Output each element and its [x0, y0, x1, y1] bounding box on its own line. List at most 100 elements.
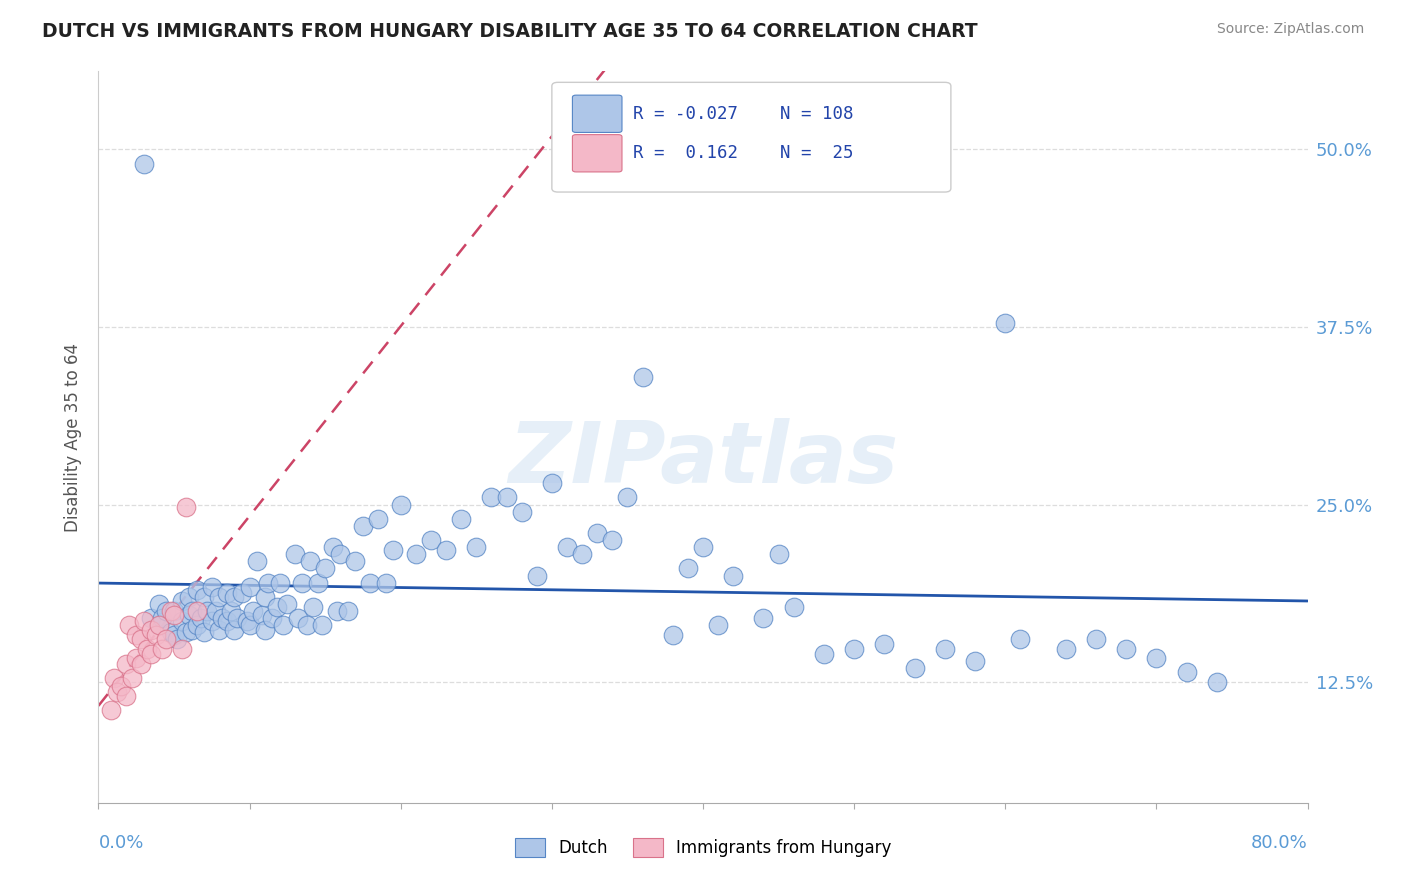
Point: [934, 642, 956, 657]
Point: [215, 614, 238, 628]
Point: [208, 623, 231, 637]
Point: [844, 642, 866, 657]
Point: [723, 568, 745, 582]
Point: [314, 561, 336, 575]
Point: [163, 604, 186, 618]
Point: [994, 316, 1017, 330]
Point: [201, 580, 224, 594]
Point: [186, 618, 208, 632]
Point: [125, 628, 148, 642]
Point: [211, 611, 233, 625]
FancyBboxPatch shape: [551, 82, 950, 192]
FancyBboxPatch shape: [572, 95, 621, 132]
Point: [1144, 651, 1167, 665]
Point: [160, 604, 183, 618]
Point: [336, 604, 359, 618]
Point: [208, 590, 231, 604]
Text: 80.0%: 80.0%: [1251, 834, 1308, 852]
Point: [269, 575, 291, 590]
Point: [141, 647, 163, 661]
Point: [186, 604, 208, 618]
Point: [631, 369, 654, 384]
Point: [190, 611, 212, 625]
Point: [239, 618, 262, 632]
Point: [405, 547, 427, 561]
Text: Source: ZipAtlas.com: Source: ZipAtlas.com: [1216, 22, 1364, 37]
Point: [246, 554, 269, 568]
Point: [170, 614, 193, 628]
Point: [571, 547, 593, 561]
Point: [616, 491, 638, 505]
Point: [226, 611, 249, 625]
Point: [360, 575, 382, 590]
Point: [266, 599, 288, 614]
Point: [163, 608, 186, 623]
Point: [510, 505, 533, 519]
Point: [287, 611, 309, 625]
Point: [215, 585, 238, 599]
Point: [100, 704, 122, 718]
Point: [465, 540, 488, 554]
Point: [163, 628, 186, 642]
Point: [132, 614, 155, 628]
Point: [148, 618, 170, 632]
Point: [450, 512, 472, 526]
Point: [148, 597, 170, 611]
Point: [141, 611, 163, 625]
Point: [179, 608, 201, 623]
Point: [242, 604, 264, 618]
Point: [155, 632, 177, 647]
Point: [344, 554, 367, 568]
Point: [302, 599, 325, 614]
Point: [253, 623, 276, 637]
Point: [148, 618, 170, 632]
Point: [103, 671, 125, 685]
Point: [326, 604, 349, 618]
Point: [193, 625, 215, 640]
Text: ZIPatlas: ZIPatlas: [508, 417, 898, 500]
Point: [276, 597, 298, 611]
Point: [160, 625, 183, 640]
Point: [174, 500, 197, 515]
Point: [692, 540, 714, 554]
Point: [105, 685, 128, 699]
Point: [311, 618, 333, 632]
Point: [420, 533, 443, 547]
Point: [129, 657, 152, 671]
Point: [1206, 675, 1229, 690]
Point: [661, 628, 683, 642]
Text: DUTCH VS IMMIGRANTS FROM HUNGARY DISABILITY AGE 35 TO 64 CORRELATION CHART: DUTCH VS IMMIGRANTS FROM HUNGARY DISABIL…: [42, 22, 977, 41]
Point: [170, 642, 193, 657]
Point: [965, 654, 987, 668]
Point: [110, 679, 132, 693]
Point: [205, 604, 228, 618]
Point: [224, 590, 246, 604]
Point: [291, 575, 314, 590]
Point: [295, 618, 318, 632]
FancyBboxPatch shape: [572, 135, 621, 172]
Point: [224, 623, 246, 637]
Point: [602, 533, 624, 547]
Point: [1085, 632, 1108, 647]
Point: [114, 690, 136, 704]
Point: [586, 525, 609, 540]
Point: [676, 561, 699, 575]
Point: [239, 580, 262, 594]
Point: [813, 647, 835, 661]
Point: [374, 575, 396, 590]
Point: [118, 618, 141, 632]
Point: [495, 491, 517, 505]
Text: R =  0.162    N =  25: R = 0.162 N = 25: [633, 145, 853, 162]
Point: [873, 637, 896, 651]
Point: [540, 476, 562, 491]
Point: [262, 611, 284, 625]
Point: [1054, 642, 1077, 657]
Point: [389, 498, 412, 512]
Point: [150, 611, 173, 625]
Text: R = -0.027    N = 108: R = -0.027 N = 108: [633, 104, 853, 123]
Point: [434, 543, 457, 558]
Point: [186, 582, 208, 597]
Point: [170, 594, 193, 608]
Point: [193, 590, 215, 604]
Point: [481, 491, 503, 505]
